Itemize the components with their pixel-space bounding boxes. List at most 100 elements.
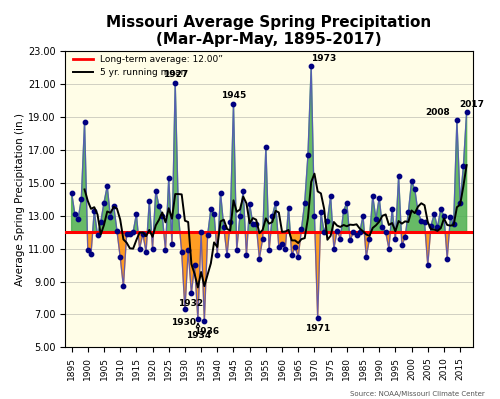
Point — [460, 163, 468, 170]
Point — [94, 232, 102, 239]
Point — [414, 209, 422, 216]
Point — [96, 219, 104, 225]
Text: 2017: 2017 — [460, 100, 484, 109]
Point — [375, 194, 383, 201]
Point — [440, 213, 448, 219]
Point — [78, 196, 86, 203]
Point — [210, 211, 218, 217]
Point — [120, 283, 128, 290]
Point — [398, 242, 406, 249]
Point — [113, 227, 121, 234]
Point — [336, 235, 344, 242]
Point — [382, 229, 390, 235]
Point — [326, 193, 334, 199]
Text: Source: NOAA/Missouri Climate Center: Source: NOAA/Missouri Climate Center — [350, 391, 485, 397]
Point — [204, 232, 212, 239]
Text: 1934: 1934 — [186, 323, 211, 340]
Point — [265, 247, 273, 253]
Point — [462, 109, 470, 115]
Point — [450, 221, 458, 227]
Point — [430, 211, 438, 217]
Point — [214, 252, 222, 259]
Point — [162, 247, 170, 253]
Text: 2008: 2008 — [425, 108, 450, 117]
Point — [385, 245, 393, 252]
Text: 1936: 1936 — [194, 327, 220, 336]
Point — [456, 200, 464, 206]
Point — [80, 119, 88, 125]
Text: 1927: 1927 — [162, 70, 188, 79]
Point — [291, 244, 299, 250]
Point — [148, 245, 156, 252]
Point — [388, 206, 396, 212]
Point — [188, 290, 196, 296]
Point — [146, 198, 154, 204]
Point — [298, 226, 306, 232]
Point — [278, 241, 286, 247]
Point — [242, 252, 250, 259]
Point — [275, 244, 283, 250]
Point — [249, 221, 257, 227]
Point — [350, 229, 358, 235]
Point — [106, 214, 114, 221]
Point — [256, 255, 264, 262]
Point — [197, 229, 205, 235]
Point — [368, 193, 376, 199]
Point — [352, 232, 360, 239]
Point — [87, 251, 95, 257]
Point — [171, 79, 179, 86]
Point — [443, 255, 451, 262]
Text: 1971: 1971 — [305, 324, 330, 333]
Point — [220, 224, 228, 231]
Text: 1945: 1945 — [221, 91, 246, 101]
Point — [420, 219, 428, 225]
Point — [216, 190, 224, 196]
Point — [84, 247, 92, 253]
Point — [427, 222, 435, 229]
Point — [300, 200, 308, 206]
Point — [434, 224, 442, 231]
Point — [378, 224, 386, 231]
Point — [453, 117, 461, 124]
Point — [262, 144, 270, 150]
Point — [392, 235, 400, 242]
Point — [356, 229, 364, 235]
Point — [155, 203, 163, 209]
Text: 1932: 1932 — [178, 299, 203, 308]
Point — [310, 213, 318, 219]
Point — [110, 203, 118, 209]
Point — [304, 152, 312, 158]
Point — [362, 254, 370, 260]
Point — [272, 200, 280, 206]
Point — [158, 213, 166, 219]
Point — [71, 211, 79, 217]
Point — [178, 249, 186, 255]
Point — [194, 316, 202, 322]
Point — [418, 217, 426, 224]
Point — [132, 211, 140, 217]
Point — [230, 101, 237, 107]
Point — [324, 217, 332, 224]
Point — [411, 186, 419, 193]
Point — [294, 254, 302, 260]
Point — [252, 221, 260, 227]
Point — [366, 235, 374, 242]
Point — [320, 229, 328, 235]
Point — [164, 175, 172, 181]
Point — [74, 216, 82, 222]
Point — [90, 207, 98, 214]
Point — [103, 183, 111, 190]
Point — [129, 229, 137, 235]
Point — [359, 213, 367, 219]
Point — [246, 201, 254, 207]
Point — [174, 213, 182, 219]
Point — [282, 245, 290, 252]
Point — [333, 227, 341, 234]
Point — [394, 173, 402, 180]
Point — [68, 190, 76, 196]
Point — [116, 254, 124, 260]
Point — [446, 214, 454, 221]
Point — [200, 318, 208, 324]
Point — [232, 247, 240, 253]
Point — [372, 216, 380, 222]
